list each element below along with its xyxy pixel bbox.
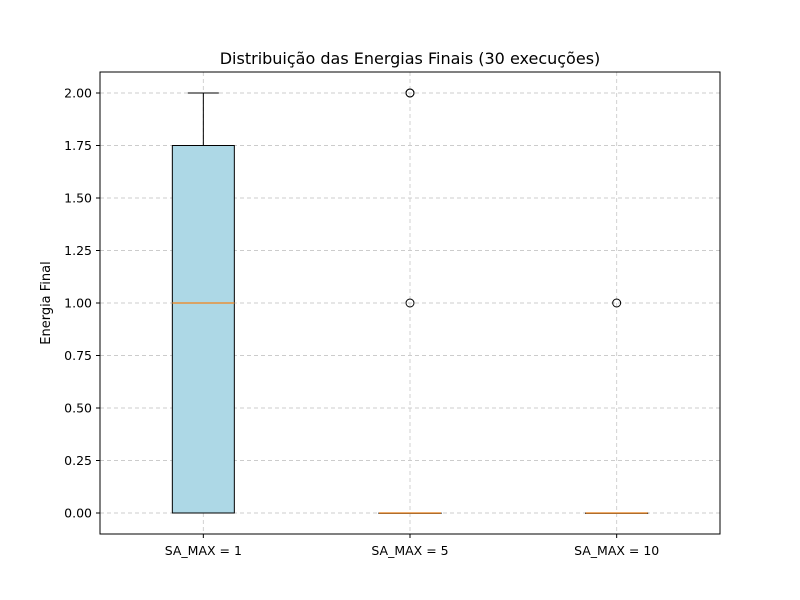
x-tick-label: SA_MAX = 5 [371, 543, 448, 558]
y-tick-label: 2.00 [64, 86, 92, 101]
y-tick-label: 0.00 [64, 506, 92, 521]
x-tick-label: SA_MAX = 10 [574, 543, 659, 558]
y-axis-label: Energia Final [39, 261, 54, 345]
axes-frame [99, 71, 721, 535]
y-tick-label: 1.25 [64, 243, 92, 258]
y-tick-label: 0.25 [64, 453, 92, 468]
y-tick-label: 1.75 [64, 138, 92, 153]
y-tick-label: 0.50 [64, 401, 92, 416]
y-tick-label: 1.00 [64, 296, 92, 311]
x-tick-label: SA_MAX = 1 [165, 543, 242, 558]
chart-title: Distribuição das Energias Finais (30 exe… [220, 49, 601, 68]
box-iqr [171, 145, 235, 514]
outlier-point [405, 298, 415, 308]
outlier-point [405, 88, 415, 98]
plot-area: 0.00 0.25 0.50 0.75 1.00 1.25 1.50 1.75 2.00 SA_M… [64, 71, 721, 558]
y-tick-label: 0.75 [64, 348, 92, 363]
y-tick-label: 1.50 [64, 191, 92, 206]
outlier-point [612, 298, 622, 308]
